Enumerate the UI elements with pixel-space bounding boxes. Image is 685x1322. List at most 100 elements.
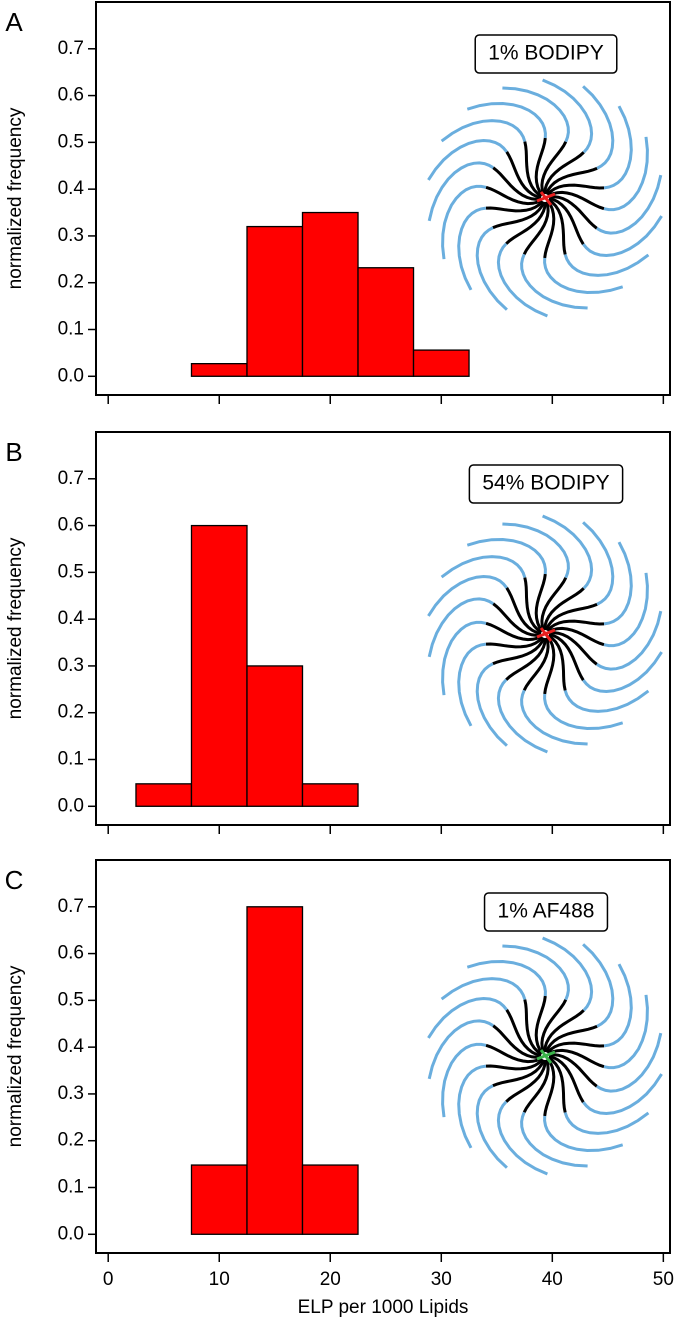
elp-chain [427,597,494,658]
annotation: 1% BODIPY [474,34,618,74]
lipid-tail [485,636,544,649]
lipid-tail [505,151,542,200]
lipid-tail [534,573,547,633]
elp-chain [603,994,649,1070]
lipid-tail [492,1059,546,1088]
elp-chain [603,136,649,212]
lipid-tail [485,1043,543,1064]
elp-chain [582,215,663,258]
annotation-text: 1% BODIPY [488,42,604,65]
elp-chain [582,943,615,1028]
annotation-text: 54% BODIPY [482,472,609,495]
histogram-bar [190,1164,248,1235]
histogram-bar [357,267,415,377]
lipid-tail [505,1009,542,1058]
lipid-tail [544,166,598,195]
lipid-tail [548,196,585,245]
x-tick-label: 10 [209,1269,230,1290]
lipid-tail [544,1024,598,1053]
lipid-tail [492,166,542,201]
annotation-box [468,464,624,504]
elp-chain [466,537,547,575]
lipid-tail [534,137,547,197]
histogram-bar [190,524,248,807]
elp-chain [496,242,549,318]
lipid-tail [543,587,585,631]
annotation: 1% AF488 [483,892,609,932]
lipid-tail [543,1057,556,1117]
lipid-tail [546,183,605,196]
elp-chain [440,555,527,579]
histogram-bar [412,349,470,377]
lipid-tail [522,637,550,691]
y-tick-label: 0.5 [58,989,84,1010]
plot-frame [95,859,671,1254]
histogram-bar [246,665,304,807]
lipid-tail [547,198,567,255]
lipid-tail [505,637,547,681]
lipid-tail [523,999,543,1056]
lipid-tail [505,1059,547,1103]
annotation-box [483,892,609,932]
histogram-bar [190,363,248,377]
lipid-tail [485,1058,544,1071]
micelle-illustration [427,78,663,318]
micelle-illustration [427,936,663,1176]
elp-chain [596,1032,663,1093]
elp-chain [466,959,547,997]
x-tick-label: 20 [320,1269,341,1290]
lipid-tail [543,635,556,695]
x-tick-label: 40 [542,1269,563,1290]
lipid-tail [485,200,544,213]
y-tick-label: 0.7 [58,896,84,917]
elp-chain [543,257,624,295]
histogram-bar [246,906,304,1235]
elp-chain [427,996,508,1039]
y-tick-label: 0.4 [58,608,85,629]
lipid-tail [534,995,547,1055]
lipid-tail [547,1048,605,1069]
y-tick-label: 0.3 [58,655,84,676]
elp-chain [582,85,615,170]
lipid-tail [543,199,556,259]
elp-chain [440,119,527,143]
y-tick-label: 0.6 [58,943,84,964]
lipid-tail [505,587,542,636]
lipid-tail [540,141,568,195]
elp-chain [596,610,663,671]
y-tick-label: 0.0 [58,795,84,816]
elp-chain [543,1115,624,1153]
histogram-bar [246,225,304,377]
lipid-tail [544,602,598,631]
lipid-tail [547,626,605,647]
elp-chain [582,651,663,694]
histogram-bar [301,211,359,377]
elp-chain [427,161,494,222]
elp-chain [466,101,547,139]
y-tick-label: 0.5 [58,131,84,152]
elp-chain [520,689,588,746]
lipid-tail [540,999,568,1053]
elp-chain [427,574,508,617]
y-tick-label: 0.4 [58,1036,85,1057]
y-tick-label: 0.6 [58,515,84,536]
y-tick-label: 0.7 [58,468,84,489]
lipid-tail [547,634,567,691]
elp-chain [543,693,624,731]
histogram-bar [301,1164,359,1235]
elp-chain [541,514,594,590]
annotation: 54% BODIPY [468,464,624,504]
lipid-tail [540,577,568,631]
elp-chain [427,138,508,181]
x-tick-label: 0 [103,1269,114,1290]
lipid-tail [548,632,585,681]
elp-chain [563,689,650,713]
lipid-tail [522,1059,550,1113]
panel-label: C [5,865,24,895]
elp-chain [496,1100,549,1176]
elp-chain [582,521,615,606]
lipid-tail [492,201,546,230]
lipid-tail [485,185,543,206]
y-tick-label: 0.6 [58,85,84,106]
y-tick-label: 0.0 [58,1223,84,1244]
